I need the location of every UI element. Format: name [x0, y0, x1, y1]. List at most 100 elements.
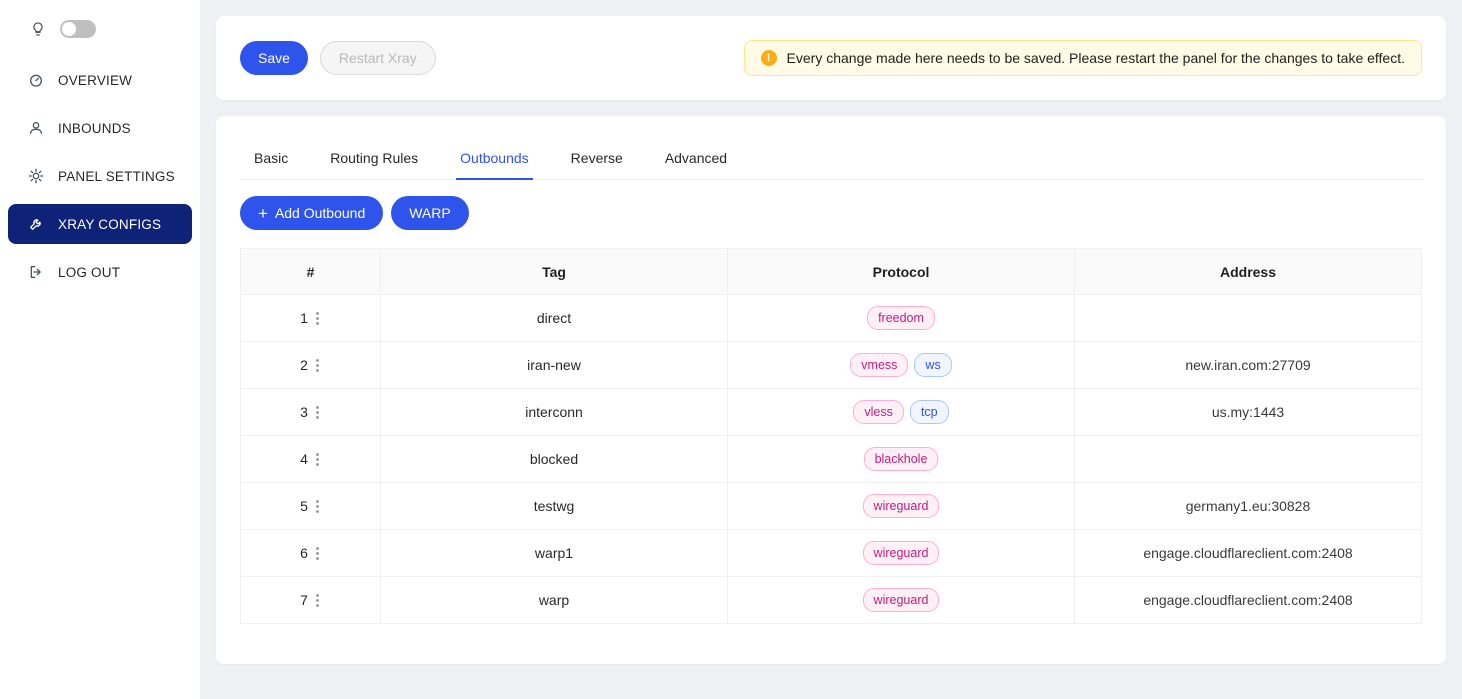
- index-cell: 7: [240, 576, 381, 624]
- tab-routing-rules[interactable]: Routing Rules: [330, 150, 419, 166]
- sidebar-menu: OVERVIEW INBOUNDS PANEL SETTINGS XRAY CONFI…: [0, 56, 200, 296]
- lightbulb-icon: [30, 21, 46, 37]
- protocol-badge: blackhole: [863, 447, 939, 471]
- alert-text: Every change made here needs to be saved…: [786, 50, 1405, 66]
- table-row: 1 direct freedom: [240, 294, 1422, 342]
- protocol-cell: freedom: [727, 294, 1075, 342]
- protocol-badge: vmess: [850, 353, 909, 377]
- protocol-cell: vmess ws: [727, 341, 1075, 389]
- index-cell: 6: [240, 529, 381, 577]
- address-cell: us.my:1443: [1074, 388, 1422, 436]
- table-row: 6 warp1 wireguard engage.cloudflareclient.c…: [240, 529, 1422, 577]
- row-menu-icon[interactable]: [314, 451, 321, 468]
- sidebar-item-label: LOG OUT: [58, 264, 121, 280]
- logout-icon: [28, 264, 44, 280]
- row-menu-icon[interactable]: [314, 545, 321, 562]
- row-number: 2: [300, 357, 308, 373]
- tag-cell: direct: [380, 294, 728, 342]
- protocol-badge: wireguard: [862, 588, 940, 612]
- row-number: 7: [300, 592, 308, 608]
- index-cell: 1: [240, 294, 381, 342]
- index-cell: 5: [240, 482, 381, 530]
- protocol-cell: wireguard: [727, 529, 1075, 577]
- table-row: 2 iran-new vmess ws new.iran.com:27709: [240, 341, 1422, 389]
- add-outbound-label: Add Outbound: [274, 205, 366, 221]
- row-menu-icon[interactable]: [314, 357, 321, 374]
- wrench-icon: [28, 216, 44, 232]
- address-cell: new.iran.com:27709: [1074, 341, 1422, 389]
- protocol-badge: ws: [914, 353, 952, 377]
- table-header-row: # Tag Protocol Address: [240, 248, 1422, 295]
- sidebar: OVERVIEW INBOUNDS PANEL SETTINGS XRAY CONFI…: [0, 0, 200, 699]
- protocol-cell: vless tcp: [727, 388, 1075, 436]
- warp-button[interactable]: WARP: [391, 196, 469, 230]
- sidebar-item-label: PANEL SETTINGS: [58, 168, 175, 184]
- row-menu-icon[interactable]: [314, 498, 321, 515]
- user-icon: [28, 120, 44, 136]
- table-row: 3 interconn vless tcp us.my:1443: [240, 388, 1422, 436]
- table-row: 5 testwg wireguard germany1.eu:30828: [240, 482, 1422, 530]
- row-number: 1: [300, 310, 308, 326]
- index-cell: 3: [240, 388, 381, 436]
- column-header: #: [240, 248, 381, 295]
- row-menu-icon[interactable]: [314, 592, 321, 609]
- outbounds-table: # Tag Protocol Address 1 direct freedom 2 iran-…: [240, 248, 1422, 624]
- table-row: 7 warp wireguard engage.cloudflareclient.co…: [240, 576, 1422, 624]
- tab-reverse[interactable]: Reverse: [570, 150, 623, 166]
- row-menu-icon[interactable]: [314, 310, 321, 327]
- tag-cell: blocked: [380, 435, 728, 483]
- protocol-cell: wireguard: [727, 482, 1075, 530]
- tab-advanced[interactable]: Advanced: [664, 150, 728, 166]
- sidebar-item-inbounds[interactable]: INBOUNDS: [8, 108, 192, 148]
- protocol-cell: wireguard: [727, 576, 1075, 624]
- sidebar-item-label: OVERVIEW: [58, 72, 133, 88]
- restart-xray-button[interactable]: Restart Xray: [319, 41, 436, 75]
- sidebar-item-label: XRAY CONFIGS: [58, 216, 162, 232]
- row-number: 5: [300, 498, 308, 514]
- address-cell: [1074, 294, 1422, 342]
- gear-icon: [28, 168, 44, 184]
- warning-alert: ! Every change made here needs to be sav…: [743, 40, 1422, 76]
- tab-basic[interactable]: Basic: [254, 150, 289, 166]
- address-cell: germany1.eu:30828: [1074, 482, 1422, 530]
- column-header: Tag: [380, 248, 728, 295]
- protocol-badge: freedom: [867, 306, 935, 330]
- toolbar: Save Restart Xray ! Every change made he…: [216, 16, 1446, 100]
- actions-row: + Add Outbound WARP: [240, 196, 1422, 230]
- address-cell: engage.cloudflareclient.com:2408: [1074, 529, 1422, 577]
- plus-icon: +: [258, 203, 268, 223]
- protocol-badge: vless: [853, 400, 904, 424]
- protocol-badge: tcp: [909, 400, 949, 424]
- row-menu-icon[interactable]: [314, 404, 321, 421]
- theme-toggle[interactable]: [60, 20, 96, 38]
- tag-cell: interconn: [380, 388, 728, 436]
- warning-icon: !: [760, 50, 777, 66]
- toggle-knob: [62, 22, 76, 36]
- index-cell: 4: [240, 435, 381, 483]
- tag-cell: warp: [380, 576, 728, 624]
- toolbar-buttons: Save Restart Xray: [240, 41, 436, 75]
- row-number: 4: [300, 451, 308, 467]
- index-cell: 2: [240, 341, 381, 389]
- table-body: 1 direct freedom 2 iran-new vmess ws new.iran.c…: [240, 294, 1422, 624]
- sidebar-item-panel-settings[interactable]: PANEL SETTINGS: [8, 156, 192, 196]
- address-cell: [1074, 435, 1422, 483]
- sidebar-item-overview[interactable]: OVERVIEW: [8, 60, 192, 100]
- sidebar-item-xray-configs[interactable]: XRAY CONFIGS: [8, 204, 192, 244]
- address-cell: engage.cloudflareclient.com:2408: [1074, 576, 1422, 624]
- tag-cell: iran-new: [380, 341, 728, 389]
- column-header: Protocol: [727, 248, 1075, 295]
- tab-outbounds[interactable]: Outbounds: [456, 140, 533, 180]
- protocol-badge: wireguard: [862, 494, 940, 518]
- main-content: Save Restart Xray ! Every change made he…: [200, 0, 1462, 699]
- dashboard-icon: [28, 72, 44, 88]
- xray-configs-card: Basic Routing Rules Outbounds Reverse Advanc…: [216, 116, 1446, 664]
- add-outbound-button[interactable]: + Add Outbound: [240, 196, 384, 230]
- sidebar-item-log-out[interactable]: LOG OUT: [8, 252, 192, 292]
- theme-row: [0, 14, 200, 48]
- tag-cell: warp1: [380, 529, 728, 577]
- table-row: 4 blocked blackhole: [240, 435, 1422, 483]
- save-button[interactable]: Save: [240, 41, 308, 75]
- protocol-cell: blackhole: [727, 435, 1075, 483]
